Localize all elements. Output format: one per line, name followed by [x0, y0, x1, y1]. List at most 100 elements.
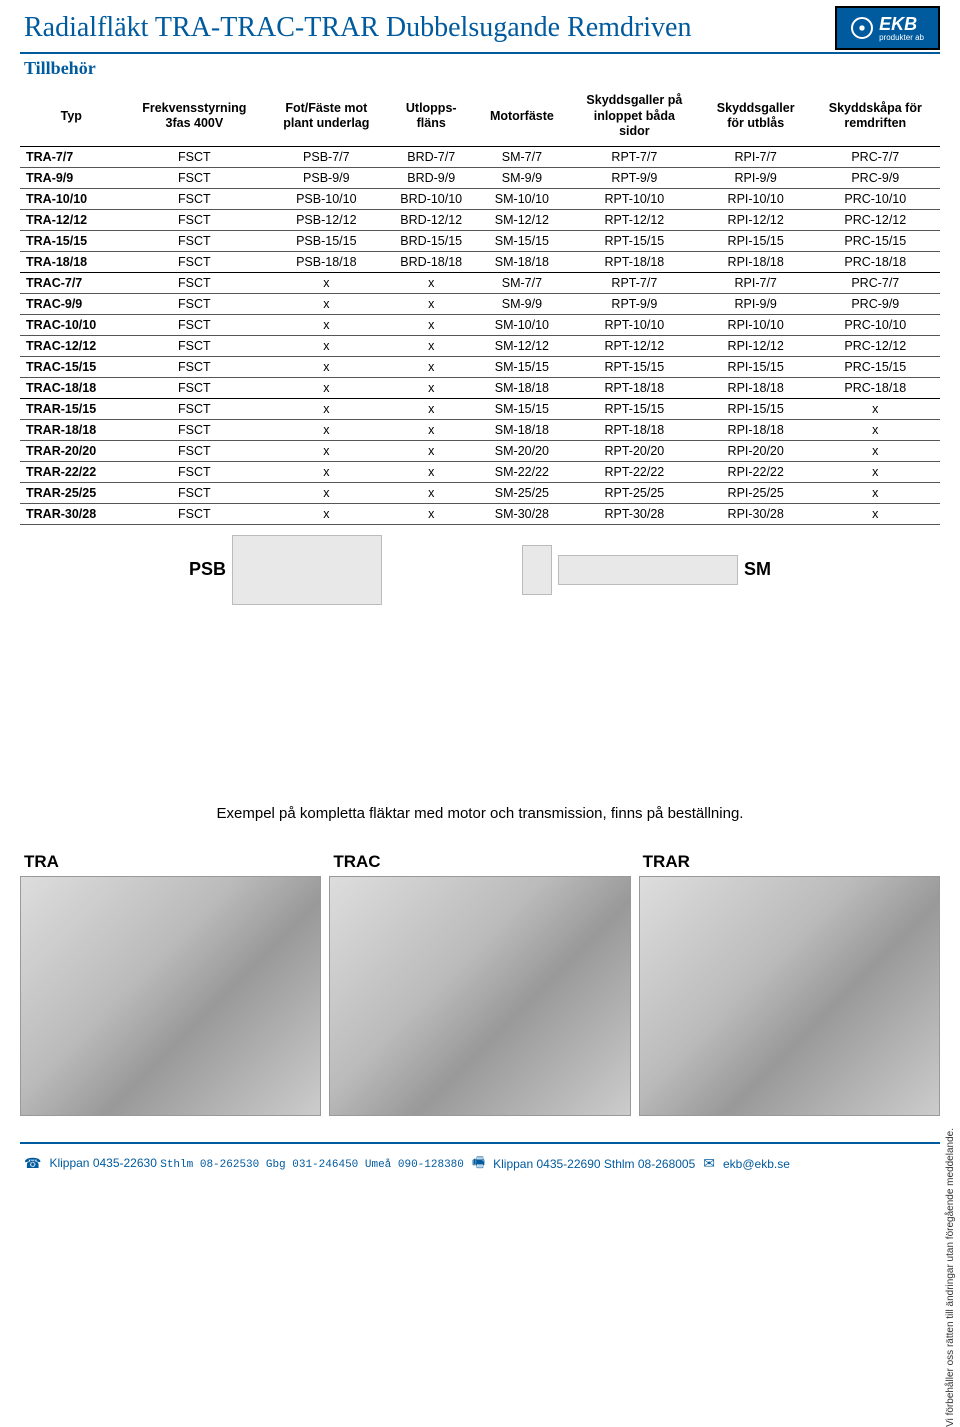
table-cell: TRAC-18/18 — [20, 377, 123, 398]
section-subheader: Tillbehör — [24, 58, 940, 79]
table-cell: TRAR-20/20 — [20, 440, 123, 461]
table-cell: x — [266, 356, 386, 377]
mail-icon: ✉ — [703, 1155, 715, 1172]
table-cell: RPI-15/15 — [701, 230, 811, 251]
table-cell: SM-9/9 — [476, 167, 568, 188]
table-row: TRA-12/12FSCTPSB-12/12BRD-12/12SM-12/12R… — [20, 209, 940, 230]
table-cell: x — [266, 503, 386, 524]
table-cell: TRAR-15/15 — [20, 398, 123, 419]
disclaimer-side-note: Vi förbehåller oss rätten till ändringar… — [945, 1128, 956, 1427]
table-cell: SM-15/15 — [476, 398, 568, 419]
table-cell: PRC-7/7 — [811, 272, 940, 293]
page-title: Radialfläkt TRA-TRAC-TRAR Dubbelsugande … — [20, 12, 835, 44]
table-cell: PRC-15/15 — [811, 356, 940, 377]
table-cell: SM-7/7 — [476, 146, 568, 167]
table-cell: SM-30/28 — [476, 503, 568, 524]
table-cell: x — [387, 377, 476, 398]
table-cell: TRAR-25/25 — [20, 482, 123, 503]
table-cell: x — [811, 503, 940, 524]
part-label-row: PSB SM — [20, 535, 940, 605]
table-row: TRAC-15/15FSCTxxSM-15/15RPT-15/15RPI-15/… — [20, 356, 940, 377]
table-cell: FSCT — [123, 146, 267, 167]
table-cell: SM-7/7 — [476, 272, 568, 293]
table-cell: x — [266, 419, 386, 440]
table-cell: FSCT — [123, 461, 267, 482]
table-cell: TRAR-22/22 — [20, 461, 123, 482]
table-row: TRAR-20/20FSCTxxSM-20/20RPT-20/20RPI-20/… — [20, 440, 940, 461]
table-cell: RPT-7/7 — [568, 272, 701, 293]
table-header-cell: Frekvensstyrning3fas 400V — [123, 87, 267, 146]
table-cell: x — [811, 461, 940, 482]
table-header-cell: Skyddsgallerför utblås — [701, 87, 811, 146]
table-cell: FSCT — [123, 335, 267, 356]
table-cell: RPI-15/15 — [701, 356, 811, 377]
table-header-cell: Fot/Fäste motplant underlag — [266, 87, 386, 146]
footer-phone-main: Klippan 0435-22630 — [49, 1156, 156, 1170]
table-row: TRAC-9/9FSCTxxSM-9/9RPT-9/9RPI-9/9PRC-9/… — [20, 293, 940, 314]
table-cell: SM-20/20 — [476, 440, 568, 461]
table-cell: SM-12/12 — [476, 335, 568, 356]
table-cell: FSCT — [123, 377, 267, 398]
table-row: TRA-15/15FSCTPSB-15/15BRD-15/15SM-15/15R… — [20, 230, 940, 251]
part-sm: SM — [522, 535, 771, 605]
brand-logo: EKB produkter ab — [835, 6, 940, 50]
table-cell: SM-15/15 — [476, 356, 568, 377]
table-row: TRAC-12/12FSCTxxSM-12/12RPT-12/12RPI-12/… — [20, 335, 940, 356]
table-cell: FSCT — [123, 167, 267, 188]
table-cell: RPT-12/12 — [568, 335, 701, 356]
fan-cell-tra: TRA — [20, 852, 321, 1116]
table-cell: x — [266, 272, 386, 293]
table-cell: RPT-25/25 — [568, 482, 701, 503]
table-cell: FSCT — [123, 209, 267, 230]
fan-images-row: TRA TRAC TRAR — [20, 852, 940, 1126]
table-cell: FSCT — [123, 503, 267, 524]
table-cell: PRC-18/18 — [811, 377, 940, 398]
table-cell: RPI-22/22 — [701, 461, 811, 482]
table-cell: PRC-10/10 — [811, 314, 940, 335]
table-cell: FSCT — [123, 293, 267, 314]
table-row: TRAC-7/7FSCTxxSM-7/7RPT-7/7RPI-7/7PRC-7/… — [20, 272, 940, 293]
page-footer: ☎ Klippan 0435-22630 Sthlm 08-262530 Gbg… — [20, 1142, 940, 1188]
table-cell: TRA-9/9 — [20, 167, 123, 188]
table-cell: TRAC-10/10 — [20, 314, 123, 335]
table-cell: PRC-12/12 — [811, 209, 940, 230]
footer-fax-main: Klippan 0435-22690 Sthlm 08-268005 — [493, 1157, 695, 1171]
table-cell: FSCT — [123, 482, 267, 503]
table-cell: x — [387, 314, 476, 335]
table-cell: RPT-20/20 — [568, 440, 701, 461]
table-cell: SM-18/18 — [476, 419, 568, 440]
fax-icon: 🖷 — [472, 1152, 485, 1176]
table-header-cell: Skyddsgaller påinloppet bådasidor — [568, 87, 701, 146]
fan-image-trar — [639, 876, 940, 1116]
table-cell: x — [811, 419, 940, 440]
logo-text: EKB — [879, 14, 917, 34]
table-cell: BRD-10/10 — [387, 188, 476, 209]
table-cell: RPT-30/28 — [568, 503, 701, 524]
fan-icon — [851, 17, 873, 39]
table-cell: RPT-9/9 — [568, 167, 701, 188]
table-cell: SM-15/15 — [476, 230, 568, 251]
table-cell: RPI-18/18 — [701, 377, 811, 398]
table-cell: PRC-10/10 — [811, 188, 940, 209]
table-cell: x — [266, 335, 386, 356]
table-cell: FSCT — [123, 230, 267, 251]
table-cell: RPT-7/7 — [568, 146, 701, 167]
fan-label-trac: TRAC — [329, 852, 630, 872]
table-cell: TRAC-12/12 — [20, 335, 123, 356]
fan-label-tra: TRA — [20, 852, 321, 872]
table-cell: PSB-15/15 — [266, 230, 386, 251]
table-cell: FSCT — [123, 251, 267, 272]
table-cell: PSB-18/18 — [266, 251, 386, 272]
table-cell: TRA-18/18 — [20, 251, 123, 272]
part-sm-label: SM — [744, 559, 771, 580]
table-cell: x — [811, 440, 940, 461]
table-header-cell: Motorfäste — [476, 87, 568, 146]
table-cell: RPT-10/10 — [568, 188, 701, 209]
part-psb: PSB — [189, 535, 382, 605]
table-cell: x — [387, 440, 476, 461]
table-cell: RPT-10/10 — [568, 314, 701, 335]
table-cell: TRAC-15/15 — [20, 356, 123, 377]
table-cell: x — [266, 440, 386, 461]
table-cell: SM-10/10 — [476, 188, 568, 209]
table-cell: x — [266, 398, 386, 419]
